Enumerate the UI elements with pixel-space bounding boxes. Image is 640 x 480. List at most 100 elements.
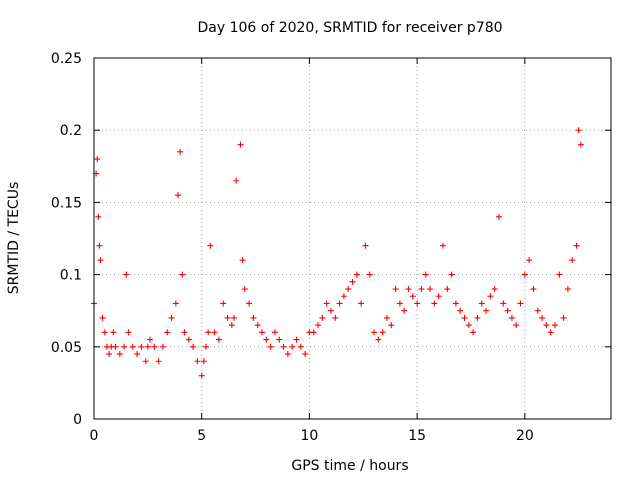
- data-point: [569, 257, 576, 264]
- data-point: [302, 351, 309, 358]
- data-point: [155, 358, 162, 365]
- data-point: [267, 343, 274, 350]
- data-point: [310, 329, 317, 336]
- data-point: [101, 329, 108, 336]
- data-point: [452, 300, 459, 307]
- data-point: [564, 286, 571, 293]
- data-point: [551, 322, 558, 329]
- x-tick-label: 5: [197, 428, 206, 444]
- data-point: [138, 343, 145, 350]
- data-point: [388, 322, 395, 329]
- grid: [94, 57, 611, 419]
- data-point: [106, 351, 113, 358]
- data-point: [487, 293, 494, 300]
- data-point: [478, 300, 485, 307]
- data-point: [241, 286, 248, 293]
- data-point: [448, 271, 455, 278]
- axis-ticks: 0 5 10 15 20 0 0.05 0.1 0.15 0.2 0.25: [51, 51, 611, 444]
- x-tick-label: 15: [408, 428, 426, 444]
- data-point: [190, 343, 197, 350]
- data-point: [159, 343, 166, 350]
- data-point: [280, 343, 287, 350]
- data-point: [185, 336, 192, 343]
- data-point: [513, 322, 520, 329]
- data-point: [315, 322, 322, 329]
- data-point: [422, 271, 429, 278]
- data-point: [362, 242, 369, 249]
- data-point: [144, 343, 151, 350]
- data-point: [409, 293, 416, 300]
- y-tick-label: 0.25: [51, 51, 82, 67]
- data-point: [375, 336, 382, 343]
- data-point: [99, 314, 106, 321]
- data-point: [259, 329, 266, 336]
- data-point: [172, 300, 179, 307]
- data-point: [194, 358, 201, 365]
- data-point: [465, 322, 472, 329]
- data-point: [521, 271, 528, 278]
- data-point: [474, 314, 481, 321]
- data-point: [508, 314, 515, 321]
- data-point: [431, 300, 438, 307]
- data-point: [94, 156, 101, 163]
- data-point: [207, 242, 214, 249]
- data-point: [97, 257, 104, 264]
- data-point: [396, 300, 403, 307]
- data-point: [263, 336, 270, 343]
- data-point: [233, 177, 240, 184]
- data-point: [129, 343, 136, 350]
- data-point: [112, 343, 119, 350]
- plot-frame: [93, 57, 612, 420]
- y-axis-label: SRMTID / TECUs: [6, 182, 22, 295]
- data-point: [547, 329, 554, 336]
- data-points: [91, 127, 584, 379]
- data-point: [271, 329, 278, 336]
- data-point: [392, 286, 399, 293]
- data-point: [110, 329, 117, 336]
- data-point: [435, 293, 442, 300]
- data-point: [231, 314, 238, 321]
- data-point: [224, 314, 231, 321]
- data-point: [457, 307, 464, 314]
- data-point: [215, 336, 222, 343]
- x-axis-label: GPS time / hours: [291, 458, 408, 474]
- data-point: [336, 300, 343, 307]
- data-point: [289, 343, 296, 350]
- data-point: [491, 286, 498, 293]
- data-point: [323, 300, 330, 307]
- data-point: [418, 286, 425, 293]
- data-point: [276, 336, 283, 343]
- data-point: [284, 351, 291, 358]
- data-point: [181, 329, 188, 336]
- data-point: [297, 343, 304, 350]
- data-point: [147, 336, 154, 343]
- chart-title: Day 106 of 2020, SRMTID for receiver p78…: [197, 20, 502, 36]
- data-point: [151, 343, 158, 350]
- data-point: [327, 307, 334, 314]
- data-point: [366, 271, 373, 278]
- data-point: [319, 314, 326, 321]
- data-point: [560, 314, 567, 321]
- data-point: [200, 358, 207, 365]
- data-point: [405, 286, 412, 293]
- data-point: [353, 271, 360, 278]
- data-point: [293, 336, 300, 343]
- data-point: [483, 307, 490, 314]
- y-tick-label: 0.2: [60, 123, 82, 139]
- data-point: [332, 314, 339, 321]
- data-point: [349, 278, 356, 285]
- data-point: [439, 242, 446, 249]
- data-point: [246, 300, 253, 307]
- data-point: [504, 307, 511, 314]
- x-tick-label: 0: [90, 428, 99, 444]
- data-point: [534, 307, 541, 314]
- data-point: [168, 314, 175, 321]
- data-point: [250, 314, 257, 321]
- data-point: [470, 329, 477, 336]
- data-point: [239, 257, 246, 264]
- y-tick-label: 0.15: [51, 195, 82, 211]
- x-tick-label: 10: [301, 428, 319, 444]
- data-point: [121, 343, 128, 350]
- data-point: [371, 329, 378, 336]
